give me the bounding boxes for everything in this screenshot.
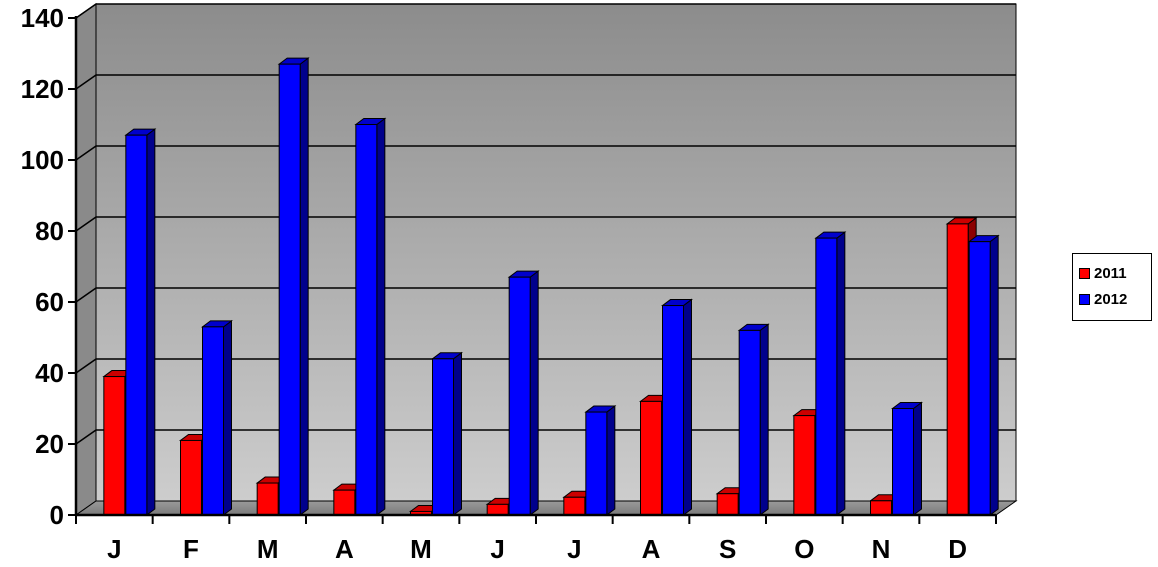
bar-2012 — [967, 234, 1000, 516]
bar-front — [870, 500, 892, 516]
bar-front — [125, 134, 148, 516]
x-tick-label: A — [642, 534, 661, 564]
bars — [102, 57, 1000, 517]
bar-2012 — [277, 57, 310, 516]
gridlines — [75, 3, 1016, 445]
legend-label-2012: 2012 — [1094, 290, 1128, 308]
y-tick-label: 60 — [35, 287, 64, 317]
bar-side — [759, 323, 769, 516]
legend-label-2011: 2011 — [1094, 264, 1127, 282]
bar-side — [529, 270, 539, 516]
bar-2012 — [201, 319, 233, 516]
y-tick-label: 20 — [35, 429, 64, 459]
bar-2012 — [584, 405, 617, 516]
x-tick-label: A — [335, 534, 354, 564]
bar-front — [180, 439, 202, 516]
bar-front — [716, 493, 739, 516]
bar-front — [278, 63, 301, 516]
legend-item: 2011 — [1079, 260, 1151, 286]
legend-swatch-2011 — [1079, 267, 1090, 279]
gridline — [75, 74, 1016, 90]
bar-front — [202, 326, 224, 516]
gridline — [75, 3, 1016, 19]
y-tick-label: 100 — [21, 145, 64, 175]
x-tick-label: O — [794, 534, 814, 564]
bar-side — [836, 231, 846, 516]
y-tick-label: 80 — [35, 216, 64, 246]
bar-side — [989, 234, 999, 516]
legend-item: 2012 — [1079, 286, 1151, 312]
x-tick-label: S — [719, 534, 736, 564]
bar-side — [453, 351, 462, 516]
bar-side — [376, 117, 386, 516]
x-tick-label: M — [410, 534, 432, 564]
y-tick-label: 120 — [21, 74, 64, 104]
bar-side — [146, 128, 156, 516]
x-tick-label: F — [183, 534, 199, 564]
bar-front — [355, 124, 378, 516]
bar-2012 — [737, 323, 770, 516]
bar-2012 — [124, 128, 157, 516]
gridline — [75, 287, 1016, 303]
bar-side — [223, 319, 232, 516]
bar-2012 — [814, 231, 847, 516]
bar-front — [508, 276, 531, 516]
x-tick-label: J — [490, 534, 504, 564]
bar-front — [793, 415, 816, 516]
bar-2012 — [891, 401, 923, 516]
bar-front — [892, 408, 914, 516]
bar-front — [486, 503, 509, 516]
x-tick-label: J — [107, 534, 121, 564]
gridline — [75, 216, 1016, 232]
bar-side — [606, 405, 616, 516]
x-tick-label: D — [948, 534, 967, 564]
x-tick-label: M — [257, 534, 279, 564]
bar-front — [738, 329, 761, 516]
y-tick-label: 0 — [50, 500, 64, 530]
bar-2012 — [431, 351, 463, 516]
y-tick-label: 140 — [21, 3, 64, 33]
x-tick-label: N — [872, 534, 891, 564]
legend-swatch-2012 — [1079, 293, 1090, 305]
bar-front — [662, 305, 684, 516]
bar-2012 — [354, 117, 387, 516]
bar-2012 — [507, 270, 540, 516]
bar-2012 — [661, 298, 693, 516]
gridline — [75, 358, 1016, 374]
bar-front — [946, 223, 969, 516]
bar-front — [256, 482, 279, 516]
back-wall — [95, 3, 1017, 502]
bar-front — [815, 237, 838, 516]
gridline — [75, 145, 1016, 161]
side-wall — [75, 3, 97, 516]
bar-front — [563, 496, 586, 516]
bar-front — [640, 400, 662, 516]
y-axis-ticks: 0 20 40 60 80 100 120 140 — [21, 3, 76, 530]
bar-front — [968, 241, 991, 516]
bar-side — [299, 57, 309, 516]
bar-front — [585, 411, 608, 516]
bar-side — [683, 298, 692, 516]
bar-side — [913, 401, 922, 516]
gridline — [75, 429, 1016, 445]
bar-front — [333, 489, 356, 516]
bar-front — [103, 376, 126, 516]
y-tick-label: 40 — [35, 358, 64, 388]
x-tick-label: J — [567, 534, 581, 564]
legend: 2011 2012 — [1072, 253, 1152, 321]
bar-front — [432, 358, 454, 516]
